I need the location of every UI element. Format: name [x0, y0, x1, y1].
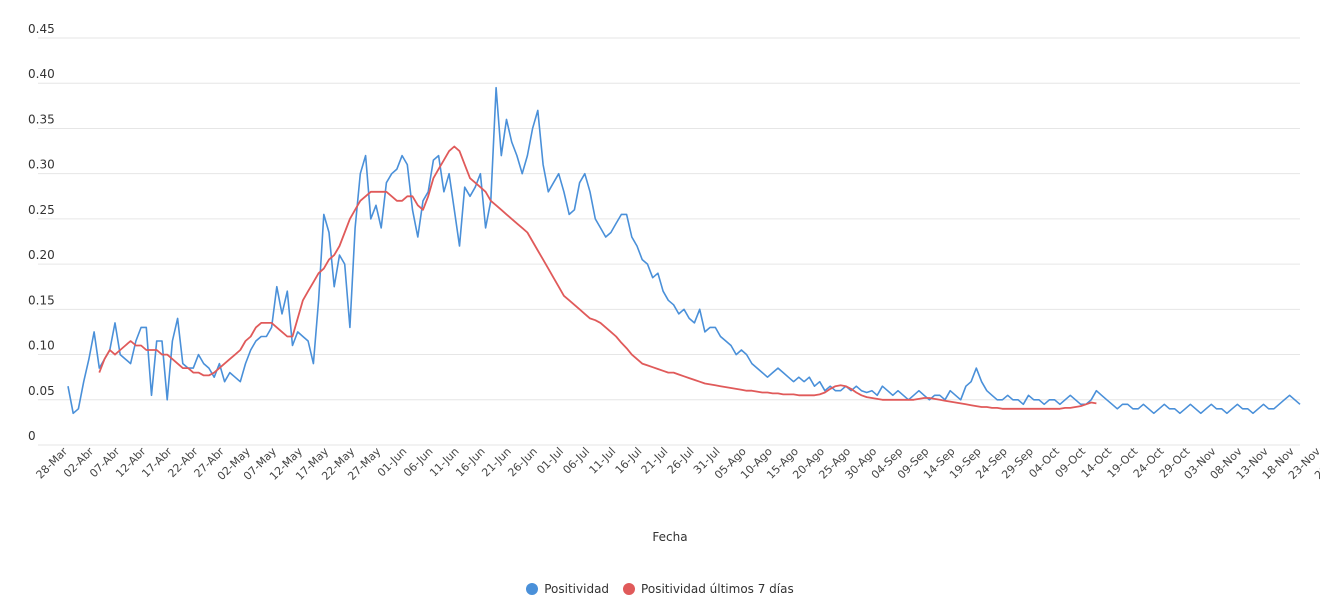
x-tick-label: 06-Jul: [560, 445, 592, 477]
gridlines: [38, 37, 1300, 446]
x-tick-label: 21-Jul: [639, 445, 671, 477]
x-tick-label: 26-Jul: [665, 445, 697, 477]
legend: Positividad Positividad últimos 7 días: [0, 582, 1320, 596]
y-tick-label: 0.45: [28, 22, 55, 36]
y-tick-label: 0.25: [28, 203, 55, 217]
series-line-positividad: [67, 86, 1301, 415]
x-tick-label: 26-Jun: [505, 445, 540, 480]
legend-dot-icon: [623, 583, 636, 595]
x-axis-ticks: 28-Mar02-Abr07-Abr12-Abr17-Abr22-Abr27-A…: [34, 444, 1320, 482]
y-tick-label: 0: [28, 429, 36, 443]
legend-item-positividad[interactable]: Positividad: [526, 582, 609, 596]
legend-item-positividad-7-dias[interactable]: Positividad últimos 7 días: [623, 582, 794, 596]
x-tick-label: 01-Jul: [534, 445, 566, 477]
line-chart: 0 0.05 0.10 0.15 0.20 0.25 0.30 0.35 0.40 0.45 28…: [28, 22, 1320, 544]
y-tick-label: 0.10: [28, 339, 55, 353]
series-line-positividad-7-dias: [98, 145, 1097, 410]
x-tick-label: 11-Jul: [587, 445, 619, 477]
y-tick-label: 0.35: [28, 112, 55, 126]
y-tick-label: 0.30: [28, 158, 55, 172]
y-tick-label: 0.05: [28, 384, 55, 398]
y-tick-label: 0.20: [28, 248, 55, 262]
legend-label: Positividad: [544, 582, 610, 596]
y-axis-ticks: 0 0.05 0.10 0.15 0.20 0.25 0.30 0.35 0.40 0.45: [28, 22, 55, 443]
y-tick-label: 0.15: [28, 293, 55, 307]
x-tick-label: 16-Jul: [613, 445, 645, 477]
legend-label: Positividad últimos 7 días: [641, 582, 794, 596]
y-tick-label: 0.40: [28, 67, 55, 81]
legend-dot-icon: [526, 583, 539, 595]
x-axis-title: Fecha: [652, 530, 687, 544]
series-lines: [67, 86, 1301, 415]
